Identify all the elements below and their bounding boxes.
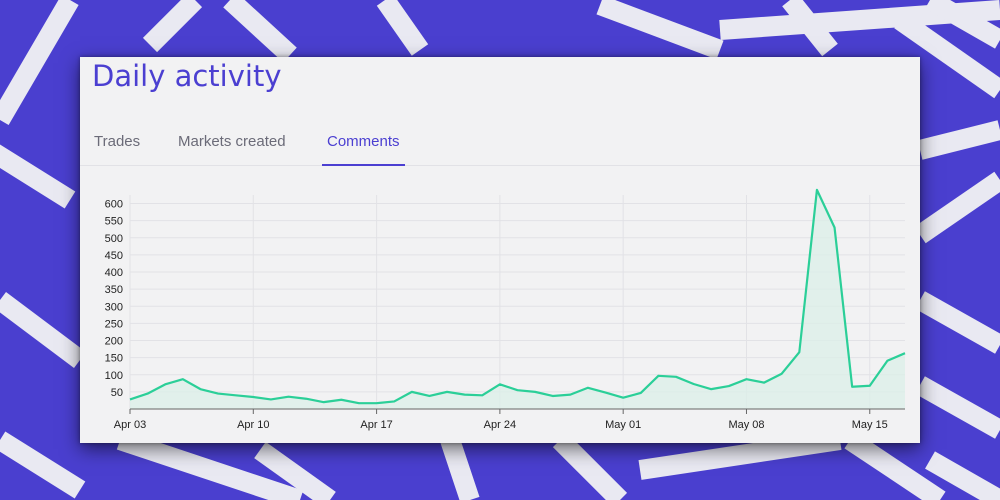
y-tick-label: 150	[105, 353, 123, 365]
y-tick-label: 600	[105, 199, 123, 211]
y-tick-label: 250	[105, 318, 123, 330]
y-tick-label: 350	[105, 284, 123, 296]
tab-bar: Trades Markets created Comments	[80, 121, 920, 166]
x-tick-label: Apr 03	[114, 419, 146, 431]
x-tick-label: Apr 17	[360, 419, 392, 431]
y-tick-label: 450	[105, 250, 123, 262]
x-tick-label: May 08	[728, 419, 764, 431]
y-tick-label: 400	[105, 267, 123, 279]
y-tick-label: 500	[105, 233, 123, 245]
comments-area-chart: 50 100 150 200 250 300 350 400 450 500 550 600 Apr 0…	[105, 188, 906, 431]
x-tick-label: Apr 10	[237, 419, 269, 431]
daily-activity-card: Daily activity Trades Markets created Co…	[80, 57, 920, 443]
y-tick-label: 100	[105, 370, 123, 382]
tab-markets-created[interactable]: Markets created	[178, 133, 286, 150]
y-tick-label: 550	[105, 216, 123, 228]
tab-comments[interactable]: Comments	[322, 133, 405, 166]
y-tick-label: 200	[105, 336, 123, 348]
tab-trades[interactable]: Trades	[94, 133, 141, 150]
x-tick-label: May 15	[852, 419, 888, 431]
x-tick-label: May 01	[605, 419, 641, 431]
comments-series-line	[129, 188, 906, 405]
comments-area-fill	[130, 189, 905, 409]
y-tick-label: 50	[111, 387, 123, 399]
x-tick-label: Apr 24	[484, 419, 516, 431]
page-title: Daily activity	[92, 59, 282, 93]
y-tick-label: 300	[105, 301, 123, 313]
